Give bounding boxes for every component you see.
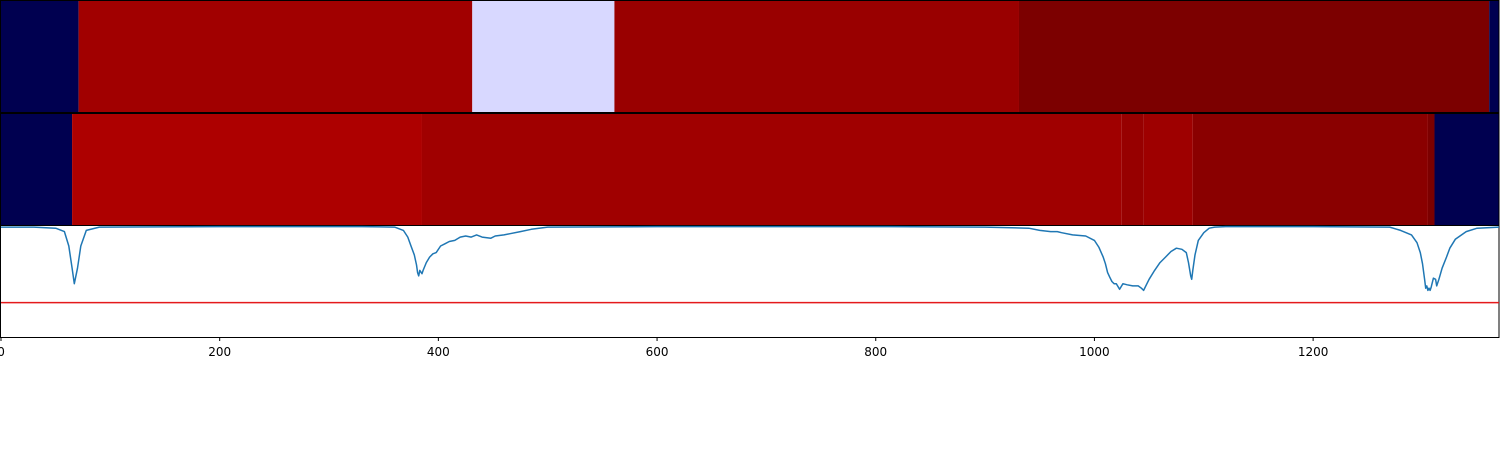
x-tick-label: 400 [427, 345, 450, 359]
heatmap-segment [1489, 1, 1499, 112]
x-tick-label: 0 [0, 345, 5, 359]
heatmap-segment [1, 1, 79, 112]
heatmap-segment [421, 114, 1122, 225]
panel-frame [0, 0, 1500, 113]
heatmap-segment [1143, 114, 1193, 225]
heatmap-segment [1434, 114, 1499, 225]
heatmap-segment [1427, 114, 1435, 225]
heatmap-segment [1018, 1, 1490, 112]
heatmap-segment [1192, 114, 1428, 225]
x-tick-label: 1200 [1298, 345, 1329, 359]
signal-line-panel [0, 225, 1500, 338]
heatmap-segment [78, 1, 473, 112]
x-axis: 0 200 400 600 800 1000 1200 [0, 337, 1328, 359]
x-tick-label: 1000 [1079, 345, 1110, 359]
middle-heatmap-bar [0, 113, 1500, 226]
x-tick-label: 800 [864, 345, 887, 359]
signal-series-line [1, 225, 1500, 292]
top-heatmap-bar [0, 0, 1500, 113]
heatmap-segment [472, 1, 615, 112]
x-tick-label: 200 [208, 345, 231, 359]
heatmap-segment [72, 114, 422, 225]
signal-panel-frame [0, 225, 1500, 338]
heatmap-segment [614, 1, 1019, 112]
x-tick-label: 600 [646, 345, 669, 359]
heatmap-segment [1, 114, 73, 225]
heatmap-segment [1121, 114, 1144, 225]
